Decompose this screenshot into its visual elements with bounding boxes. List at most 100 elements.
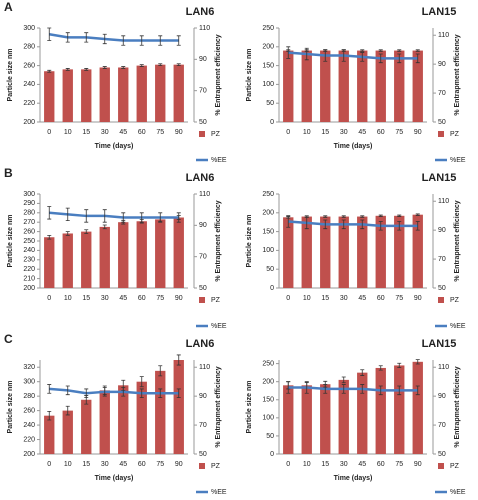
error-bar bbox=[158, 388, 163, 398]
error-bar bbox=[415, 385, 420, 396]
x-tick-label: 30 bbox=[340, 295, 348, 302]
bar bbox=[99, 226, 110, 288]
chart-title: LAN15 bbox=[422, 6, 457, 18]
x-tick-label: 10 bbox=[64, 129, 72, 136]
y-tick-label: 200 bbox=[262, 379, 274, 386]
legend-label: %EE bbox=[450, 323, 466, 330]
error-bar bbox=[121, 35, 126, 46]
bar bbox=[283, 50, 294, 123]
legend-label: PZ bbox=[211, 131, 221, 138]
bar bbox=[173, 64, 184, 122]
y2-tick-label: 70 bbox=[438, 90, 446, 97]
error-bar bbox=[84, 209, 89, 223]
legend-swatch bbox=[199, 297, 205, 303]
legend-label: %EE bbox=[211, 489, 227, 496]
y-tick-label: 240 bbox=[23, 81, 35, 88]
line-series bbox=[49, 387, 179, 395]
x-tick-label: 15 bbox=[82, 129, 90, 136]
x-tick-label: 0 bbox=[47, 129, 51, 136]
error-bar bbox=[47, 410, 52, 421]
bar bbox=[81, 399, 92, 454]
panel-label: C bbox=[4, 332, 13, 346]
error-bar bbox=[139, 212, 144, 223]
y-tick-label: 240 bbox=[23, 247, 35, 254]
x-tick-label: 0 bbox=[286, 461, 290, 468]
error-bar bbox=[323, 219, 328, 230]
y2-tick-label: 50 bbox=[438, 119, 446, 126]
error-bar bbox=[139, 376, 144, 388]
bar bbox=[412, 214, 423, 288]
x-tick-label: 90 bbox=[414, 461, 422, 468]
x-tick-label: 10 bbox=[303, 461, 311, 468]
x-tick-label: 90 bbox=[414, 129, 422, 136]
bar bbox=[412, 50, 423, 123]
bar bbox=[62, 233, 73, 288]
error-bar bbox=[139, 35, 144, 46]
x-tick-label: 60 bbox=[138, 461, 146, 468]
y2-axis-label: % Entrapment efficiency bbox=[215, 34, 222, 115]
error-bar bbox=[84, 388, 89, 398]
error-bar bbox=[304, 47, 309, 61]
legend-label: PZ bbox=[450, 297, 460, 304]
error-bar bbox=[360, 219, 365, 230]
error-bar bbox=[360, 215, 365, 218]
error-bar bbox=[341, 376, 346, 384]
y-tick-label: 150 bbox=[262, 228, 274, 235]
error-bar bbox=[415, 53, 420, 64]
y-tick-label: 250 bbox=[23, 238, 35, 245]
y2-tick-label: 90 bbox=[199, 393, 207, 400]
legend-swatch bbox=[438, 463, 444, 469]
x-tick-label: 0 bbox=[286, 295, 290, 302]
panel-label: A bbox=[4, 0, 13, 14]
legend-label: %EE bbox=[211, 157, 227, 164]
error-bar bbox=[360, 369, 365, 376]
x-tick-label: 75 bbox=[156, 295, 164, 302]
y-axis-label: Particle size nm bbox=[7, 381, 14, 434]
y-tick-label: 0 bbox=[270, 451, 274, 458]
bar bbox=[62, 410, 73, 454]
bar bbox=[301, 216, 312, 288]
error-bar bbox=[286, 381, 291, 394]
line-series bbox=[49, 211, 179, 219]
error-bar bbox=[397, 385, 402, 396]
legend-label: %EE bbox=[450, 489, 466, 496]
bar bbox=[320, 216, 331, 288]
x-tick-label: 75 bbox=[156, 461, 164, 468]
error-bar bbox=[65, 32, 70, 43]
x-tick-label: 0 bbox=[47, 295, 51, 302]
x-tick-label: 15 bbox=[82, 295, 90, 302]
bar bbox=[81, 69, 92, 122]
error-bar bbox=[286, 215, 291, 228]
error-bar bbox=[378, 53, 383, 64]
y2-tick-label: 50 bbox=[199, 119, 207, 126]
error-bar bbox=[397, 221, 402, 231]
y2-tick-label: 50 bbox=[438, 451, 446, 458]
y2-tick-label: 90 bbox=[438, 61, 446, 68]
y2-axis-label: % Entrapment efficiency bbox=[215, 366, 222, 447]
x-tick-label: 30 bbox=[101, 461, 109, 468]
error-bar bbox=[102, 66, 107, 69]
bar bbox=[301, 50, 312, 123]
error-bar bbox=[378, 214, 383, 217]
line-series bbox=[288, 220, 418, 228]
error-bar bbox=[47, 27, 52, 41]
y2-tick-label: 50 bbox=[438, 285, 446, 292]
error-bar bbox=[65, 207, 70, 222]
x-tick-label: 45 bbox=[119, 129, 127, 136]
error-bar bbox=[102, 387, 107, 397]
y2-tick-label: 50 bbox=[199, 285, 207, 292]
chart-title: LAN15 bbox=[422, 172, 457, 184]
y-tick-label: 200 bbox=[23, 285, 35, 292]
error-bar bbox=[304, 216, 309, 230]
x-tick-label: 15 bbox=[321, 129, 329, 136]
error-bar bbox=[397, 362, 402, 368]
x-tick-label: 90 bbox=[414, 295, 422, 302]
y-axis-label: Particle size nm bbox=[7, 215, 14, 268]
y2-tick-label: 50 bbox=[199, 451, 207, 458]
bar bbox=[173, 217, 184, 288]
y-tick-label: 260 bbox=[23, 62, 35, 69]
y-tick-label: 0 bbox=[270, 119, 274, 126]
x-tick-label: 45 bbox=[119, 461, 127, 468]
error-bar bbox=[121, 387, 126, 397]
x-tick-label: 60 bbox=[377, 295, 385, 302]
